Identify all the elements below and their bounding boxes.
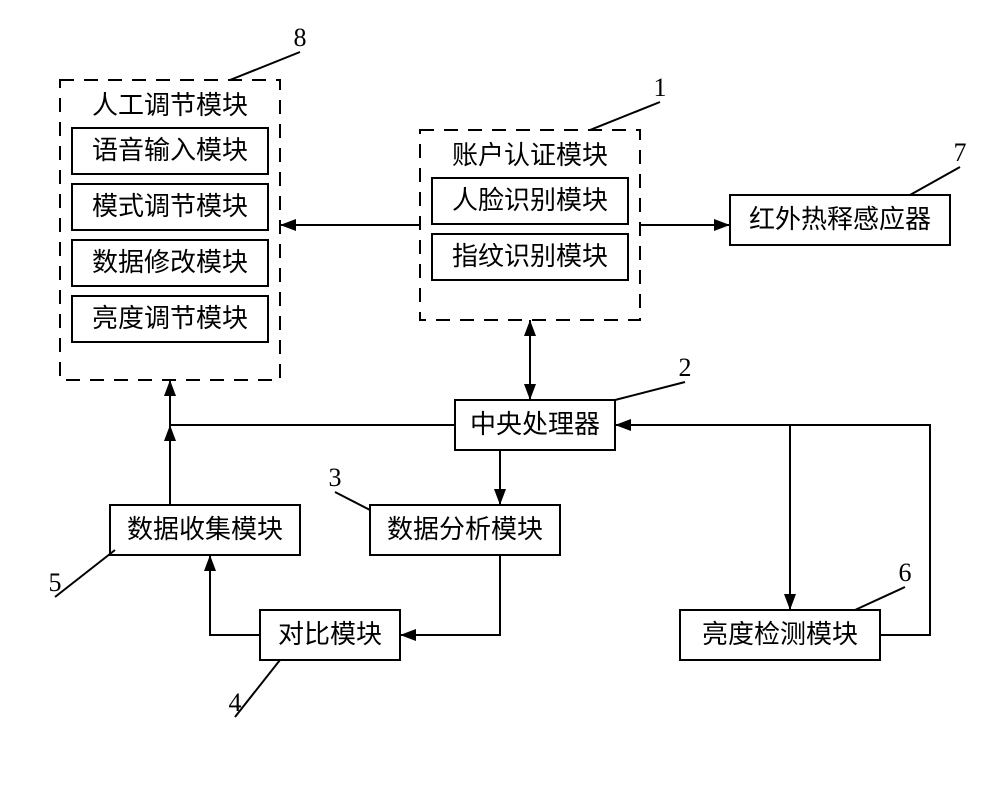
box2: 中央处理器 <box>455 400 615 450</box>
svg-text:亮度检测模块: 亮度检测模块 <box>702 620 858 649</box>
svg-text:2: 2 <box>679 353 692 382</box>
svg-text:指纹识别模块: 指纹识别模块 <box>452 242 608 271</box>
svg-text:模式调节模块: 模式调节模块 <box>92 192 248 221</box>
box5: 数据收集模块 <box>110 505 300 555</box>
svg-text:6: 6 <box>899 558 912 587</box>
svg-text:亮度调节模块: 亮度调节模块 <box>92 304 248 333</box>
box3: 数据分析模块 <box>370 505 560 555</box>
svg-text:数据分析模块: 数据分析模块 <box>387 515 543 544</box>
svg-text:中央处理器: 中央处理器 <box>470 410 600 439</box>
svg-text:语音输入模块: 语音输入模块 <box>92 136 248 165</box>
svg-text:数据收集模块: 数据收集模块 <box>127 515 283 544</box>
svg-text:7: 7 <box>954 138 967 167</box>
svg-text:8: 8 <box>294 23 307 52</box>
svg-text:数据修改模块: 数据修改模块 <box>92 248 248 277</box>
box6: 亮度检测模块 <box>680 610 880 660</box>
system-diagram: 人工调节模块语音输入模块模式调节模块数据修改模块亮度调节模块 8 账户认证模块人脸识… <box>0 0 1000 785</box>
svg-text:对比模块: 对比模块 <box>278 620 382 649</box>
svg-text:4: 4 <box>229 688 242 717</box>
svg-text:红外热释感应器: 红外热释感应器 <box>749 205 931 234</box>
box4: 对比模块 <box>260 610 400 660</box>
svg-text:3: 3 <box>329 463 342 492</box>
group8: 人工调节模块语音输入模块模式调节模块数据修改模块亮度调节模块 <box>60 80 280 380</box>
svg-text:人工调节模块: 人工调节模块 <box>92 91 248 120</box>
group1: 账户认证模块人脸识别模块指纹识别模块 <box>420 130 640 320</box>
svg-text:1: 1 <box>654 73 667 102</box>
box7: 红外热释感应器 <box>730 195 950 245</box>
svg-text:5: 5 <box>49 568 62 597</box>
svg-text:人脸识别模块: 人脸识别模块 <box>452 186 608 215</box>
svg-text:账户认证模块: 账户认证模块 <box>452 141 608 170</box>
